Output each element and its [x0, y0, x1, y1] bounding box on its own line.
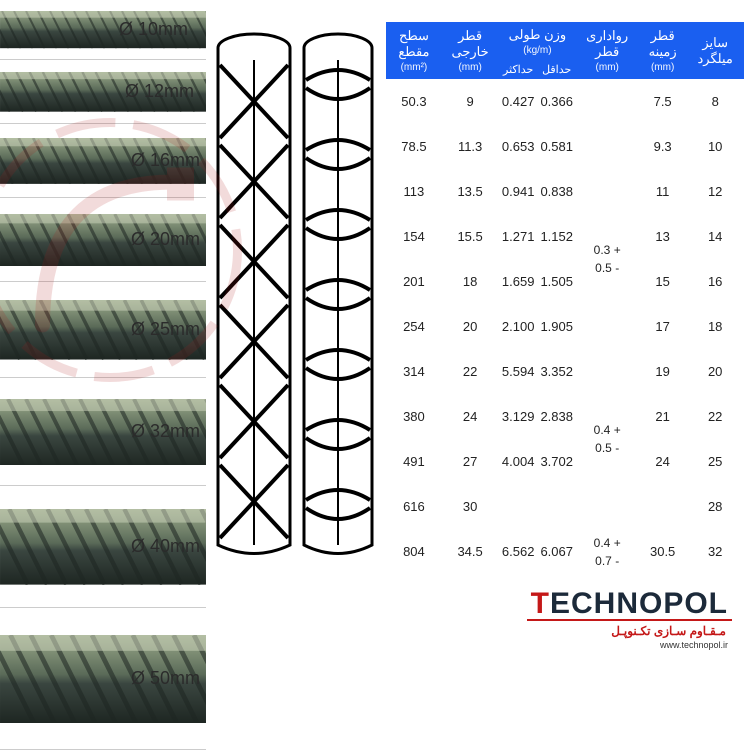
- table-row: 18171.9052.10020254: [387, 304, 744, 349]
- rebar-size-label: Ø 12mm: [125, 81, 194, 102]
- table-row: 3230.5+ 0.4 - 0.76.0676.56234.5804: [387, 529, 744, 574]
- table-row: 16151.5051.65918201: [387, 259, 744, 304]
- th-tolerance: رواداری قطر(mm): [576, 23, 638, 79]
- rebar-item: Ø 40mm: [0, 486, 206, 608]
- brand-logo: TECHNOPOL مـقـاوم سـازی تکـنوپـل www.tec…: [527, 589, 732, 650]
- rebar-item: Ø 20mm: [0, 198, 206, 282]
- rebar-sizes-panel: Ø 10mm Ø 12mm Ø 16mm: [0, 0, 206, 750]
- table-row: 20193.3525.59422314: [387, 349, 744, 394]
- table-row: 2830616: [387, 484, 744, 529]
- specs-tbody: 87.50.3660.427950.3109.30.5810.65311.378…: [387, 79, 744, 575]
- rebar-item: Ø 25mm: [0, 282, 206, 378]
- rebar-item: Ø 12mm: [0, 60, 206, 124]
- th-weight-max: حداکثر: [499, 61, 538, 79]
- table-row: 87.50.3660.427950.3: [387, 79, 744, 125]
- th-size: سایز میلگرد: [687, 23, 744, 79]
- table-row: 109.30.5810.65311.378.5: [387, 124, 744, 169]
- th-area: سطح مقطع(mm²): [387, 23, 442, 79]
- root-layout: Ø 10mm Ø 12mm Ø 16mm: [0, 0, 750, 750]
- rebar-item: Ø 50mm: [0, 608, 206, 750]
- table-row: 1413+ 0.3 - 0.51.1521.27115.5154: [387, 214, 744, 259]
- th-weight-min: حداقل: [537, 61, 576, 79]
- rebar-item: Ø 32mm: [0, 378, 206, 486]
- brand-url: www.technopol.ir: [527, 638, 732, 650]
- brand-name: TECHNOPOL: [527, 589, 732, 621]
- rebar-size-label: Ø 40mm: [131, 536, 200, 557]
- rebar-size-label: Ø 10mm: [119, 19, 188, 40]
- specs-table: سایز میلگرد قطر زمینه(mm) رواداری قطر(mm…: [386, 22, 744, 574]
- rebar-item: Ø 10mm: [0, 0, 206, 60]
- rebar-size-label: Ø 50mm: [131, 668, 200, 689]
- table-row: 2221+ 0.4 - 0.52.8383.12924380: [387, 394, 744, 439]
- rebar-size-label: Ø 16mm: [131, 150, 200, 171]
- rebar-size-label: Ø 25mm: [131, 319, 200, 340]
- rebar-item: Ø 16mm: [0, 124, 206, 198]
- table-row: 25243.7024.00427491: [387, 439, 744, 484]
- rebar-diagrams-panel: [206, 0, 386, 750]
- table-row: 12110.8380.94113.5113: [387, 169, 744, 214]
- th-outer-dia: قطر خارجی(mm): [441, 23, 499, 79]
- rebar-cross-diagram-icon: [212, 30, 382, 560]
- rebar-size-label: Ø 32mm: [131, 421, 200, 442]
- th-weight: وزن طولی(kg/m): [499, 23, 576, 61]
- brand-tagline: مـقـاوم سـازی تکـنوپـل: [527, 621, 732, 638]
- th-bg-dia: قطر زمینه(mm): [638, 23, 686, 79]
- rebar-size-label: Ø 20mm: [131, 229, 200, 250]
